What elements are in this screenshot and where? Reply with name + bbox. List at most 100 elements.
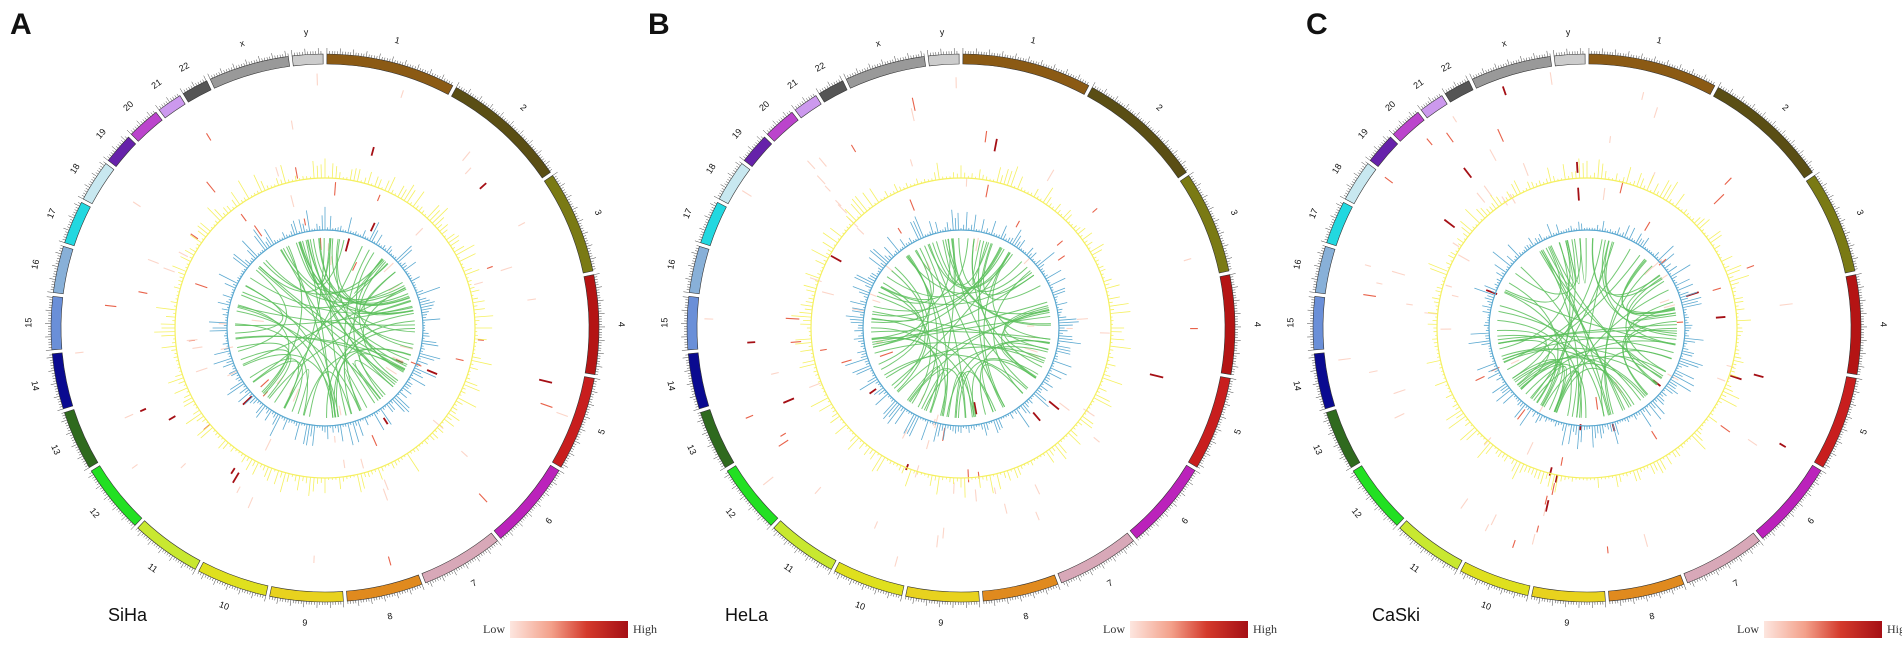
panel-c-chr12-tick	[1357, 480, 1360, 484]
panel-a-chrx-tick	[271, 53, 273, 60]
panel-c-blue-track-bar	[1616, 227, 1621, 235]
panel-a-link-chord	[284, 369, 310, 415]
panel-b-blue-track-bar	[1007, 237, 1011, 243]
panel-a-chr1-tick	[409, 64, 411, 68]
panel-b-chr11-tick	[822, 565, 825, 569]
panel-b-chr3-tick	[1204, 201, 1208, 203]
panel-c-chromosome-2-label: 2	[1780, 102, 1790, 113]
panel-c-chr3-tick	[1840, 222, 1844, 225]
panel-b-blue-track-bar	[860, 345, 865, 348]
panel-c-chromosome-16-label: 16	[1291, 258, 1303, 270]
panel-a-blue-track-bar	[416, 362, 421, 365]
panel-c-blue-track-bar	[1496, 389, 1512, 402]
panel-a-blue-track-bar	[282, 418, 288, 430]
panel-c-chr3-tick	[1829, 198, 1833, 201]
panel-b-chr2-tick	[1098, 88, 1101, 92]
panel-a-link-chord	[242, 288, 407, 365]
panel-b-chr11-tick	[789, 543, 792, 546]
panel-a-blue-track-bar	[231, 372, 238, 377]
panel-a-heat-mark	[131, 463, 138, 469]
panel-c-chr5-tick	[1842, 426, 1846, 428]
panel-b-yellow-track-bar	[1109, 349, 1114, 351]
panel-c-chromosome-11-label: 11	[1408, 561, 1421, 575]
panel-b-yellow-track-bar	[815, 373, 819, 376]
panel-b-blue-track-bar	[851, 310, 865, 314]
panel-c-blue-track-bar	[1519, 402, 1524, 407]
panel-a-chr13-tick	[70, 436, 74, 439]
panel-b-chromosome-22-band	[818, 80, 848, 103]
panel-a-chr14-tick	[57, 408, 64, 411]
panel-c-yellow-track-bar	[1562, 164, 1566, 180]
panel-c-link-chord	[1501, 348, 1632, 407]
panel-a-yellow-track-bar	[429, 435, 435, 441]
panel-a-yellow-track-bar	[250, 194, 253, 198]
panel-c-chr13-tick	[1337, 446, 1341, 449]
panel-a-link-chord	[301, 240, 396, 385]
panel-c-heat-mark	[1606, 546, 1609, 554]
panel-a-yellow-track-bar	[472, 297, 479, 300]
panel-b-blue-track-bar	[1048, 282, 1051, 284]
panel-b-link-chord	[871, 295, 919, 322]
panel-a-blue-track-bar	[406, 272, 410, 275]
panel-c-chr18-tick	[1350, 183, 1354, 186]
panel-b-heat-mark	[973, 402, 978, 415]
panel-c-chr2-tick	[1759, 112, 1762, 116]
panel-b-chr1-tick	[1032, 60, 1035, 64]
panel-a-chr8-tick	[406, 589, 409, 593]
panel-c-yellow-track-bar	[1460, 220, 1473, 232]
panel-b-chr3-tick	[1192, 180, 1196, 183]
panel-b-blue-track-bar	[919, 417, 922, 420]
panel-b-blue-track-bar	[932, 421, 934, 425]
panel-b-chr10-tick	[872, 587, 875, 591]
panel-c-yellow-track-bar	[1683, 209, 1688, 214]
panel-b-chr3-tick	[1198, 189, 1202, 192]
panel-c-chr17-tick	[1325, 227, 1332, 231]
panel-a-chr5-tick	[588, 401, 592, 403]
panel-b-chr12-tick	[740, 493, 744, 496]
panel-a-chromosome-8-band	[346, 574, 423, 602]
panel-b-yellow-track-bar	[1101, 380, 1104, 383]
panel-b-blue-track-bar	[913, 220, 922, 239]
panel-c-chromosome-x-band	[1471, 56, 1552, 89]
panel-b-chr6-tick	[1194, 470, 1201, 474]
panel-a-chr19-tick	[115, 146, 119, 149]
panel-c-chromosome-15-label: 15	[1285, 318, 1295, 328]
panel-c-chr11-tick	[1420, 548, 1425, 554]
panel-b-yellow-track-bar	[1000, 175, 1003, 184]
panel-a-heat-mark	[104, 304, 117, 308]
panel-b-chr7-tick	[1096, 565, 1099, 569]
panel-a-chr20-tick	[126, 129, 132, 135]
panel-b-blue-track-bar	[1040, 385, 1048, 392]
panel-b-chr10-tick	[847, 578, 850, 582]
panel-c-heat-mark	[1501, 196, 1508, 206]
panel-c-chr20-tick	[1408, 115, 1411, 119]
panel-b-blue-track-bar	[884, 246, 894, 258]
panel-c-legend-low: Low	[1737, 621, 1759, 636]
panel-a-chr2-tick	[538, 154, 541, 157]
panel-a-yellow-track-bar	[270, 185, 273, 188]
panel-a-heat-mark	[236, 486, 241, 494]
panel-c-blue-track-bar	[1682, 301, 1698, 306]
panel-b-chromosome-6-label: 6	[1179, 516, 1190, 526]
panel-b-blue-track-bar	[1056, 347, 1071, 352]
panel-c-chr21-tick	[1427, 101, 1430, 104]
panel-c-chromosome-17-label: 17	[1307, 207, 1320, 220]
panel-c-chr7-tick	[1744, 551, 1747, 555]
panel-c-heat-mark	[1667, 373, 1679, 381]
panel-b-chr18-tick	[735, 161, 741, 166]
panel-a-chr5-tick	[586, 408, 590, 411]
panel-a-blue-track-bar	[402, 387, 412, 395]
panel-b-chr12-tick	[735, 487, 739, 490]
panel-b-link-chord	[1001, 342, 1049, 379]
panel-a-blue-track-bar	[285, 234, 288, 238]
panel-c-yellow-track-bar	[1615, 475, 1619, 488]
panel-a-link-chord	[312, 238, 410, 306]
panel-a-chr2-tick	[515, 128, 518, 132]
panel-a-blue-track-bar	[416, 290, 424, 294]
panel-c-chr11-tick	[1451, 566, 1453, 570]
panel-b-chr5-tick	[1230, 378, 1237, 380]
panel-b-link-chord	[880, 272, 1033, 305]
panel-a-chromosome-2-label: 2	[518, 102, 528, 113]
panel-a-yellow-track-bar	[424, 213, 427, 216]
panel-b-chr12-tick	[755, 511, 759, 515]
